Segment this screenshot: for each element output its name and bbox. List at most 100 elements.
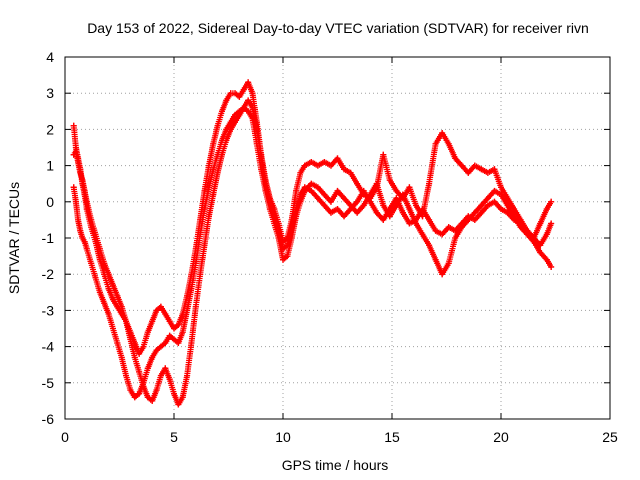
data-point bbox=[301, 184, 308, 191]
data-point bbox=[171, 325, 177, 332]
data-point bbox=[197, 231, 204, 238]
data-point bbox=[162, 339, 169, 346]
data-point bbox=[439, 271, 446, 278]
data-point bbox=[75, 158, 82, 165]
data-point bbox=[399, 191, 406, 198]
data-point bbox=[114, 292, 121, 299]
data-point bbox=[406, 184, 413, 191]
y-tick-label: -1 bbox=[42, 230, 55, 246]
data-point bbox=[162, 365, 169, 372]
data-point bbox=[334, 187, 341, 194]
data-point bbox=[275, 227, 282, 234]
series-layer bbox=[70, 79, 555, 408]
data-point bbox=[308, 187, 315, 194]
data-point bbox=[386, 206, 393, 213]
data-point bbox=[175, 401, 182, 408]
data-point bbox=[524, 227, 531, 234]
data-point bbox=[201, 206, 208, 213]
data-point bbox=[105, 285, 112, 292]
data-point bbox=[166, 332, 173, 339]
data-point bbox=[214, 122, 221, 129]
data-point bbox=[517, 220, 524, 227]
data-point bbox=[537, 220, 544, 227]
data-point bbox=[81, 238, 88, 245]
data-point bbox=[236, 111, 243, 118]
y-tick-label: -4 bbox=[42, 339, 55, 355]
data-point bbox=[393, 195, 400, 202]
data-point bbox=[258, 155, 265, 162]
y-axis-label: SDTVAR / TECUs bbox=[6, 182, 22, 294]
data-point bbox=[498, 206, 504, 213]
data-points-3 bbox=[70, 97, 555, 408]
data-point bbox=[426, 180, 433, 187]
data-point bbox=[327, 209, 334, 216]
data-point bbox=[406, 206, 413, 213]
data-point bbox=[127, 336, 134, 343]
data-point bbox=[205, 184, 212, 191]
data-point bbox=[83, 198, 90, 205]
data-point bbox=[218, 151, 225, 158]
data-point bbox=[118, 354, 125, 361]
y-tick-label: -5 bbox=[42, 375, 55, 391]
data-point bbox=[537, 249, 544, 256]
data-point bbox=[288, 224, 295, 231]
data-point bbox=[380, 202, 387, 209]
data-points-1 bbox=[70, 79, 555, 357]
data-point bbox=[471, 216, 478, 223]
data-point bbox=[262, 180, 269, 187]
data-point bbox=[205, 162, 212, 169]
data-point bbox=[175, 339, 182, 346]
data-point bbox=[471, 162, 478, 169]
data-point bbox=[386, 177, 393, 184]
data-point bbox=[157, 343, 164, 350]
data-point bbox=[314, 195, 321, 202]
data-point bbox=[347, 206, 354, 213]
data-point bbox=[297, 191, 304, 198]
data-point bbox=[245, 108, 252, 115]
data-point bbox=[136, 350, 143, 357]
data-point bbox=[334, 206, 341, 213]
data-point bbox=[127, 387, 134, 394]
data-point bbox=[314, 184, 321, 191]
data-point bbox=[465, 169, 472, 176]
data-point bbox=[123, 372, 130, 379]
data-point bbox=[380, 216, 387, 223]
data-point bbox=[406, 220, 413, 227]
data-point bbox=[478, 202, 485, 209]
axis-layer: 0 5 10 15 20 25 -6 -5 -4 -3 -2 -1 0 1 2 3 4 bbox=[42, 49, 618, 445]
data-point bbox=[498, 191, 504, 198]
data-point bbox=[88, 260, 95, 267]
x-axis-label: GPS time / hours bbox=[282, 457, 389, 473]
data-point bbox=[70, 184, 77, 191]
x-tick-label: 15 bbox=[384, 429, 400, 445]
data-point bbox=[114, 339, 121, 346]
data-point bbox=[192, 260, 199, 267]
data-point bbox=[240, 104, 247, 111]
data-point bbox=[373, 180, 380, 187]
data-point bbox=[72, 198, 79, 205]
data-point bbox=[92, 274, 99, 281]
data-point bbox=[166, 318, 173, 325]
data-point bbox=[70, 122, 77, 129]
data-point bbox=[236, 93, 243, 100]
data-point bbox=[157, 303, 164, 310]
data-point bbox=[321, 191, 328, 198]
chart-title: Day 153 of 2022, Sidereal Day-to-day VTE… bbox=[87, 20, 589, 36]
x-tick-label: 5 bbox=[170, 429, 178, 445]
data-point bbox=[214, 169, 221, 176]
data-point bbox=[321, 202, 328, 209]
data-point bbox=[308, 180, 315, 187]
data-point bbox=[83, 245, 90, 252]
x-tick-label: 25 bbox=[602, 429, 618, 445]
data-point bbox=[504, 202, 511, 209]
data-point bbox=[223, 97, 230, 104]
data-series-2 bbox=[70, 104, 555, 401]
y-tick-label: 4 bbox=[46, 49, 54, 65]
data-point bbox=[144, 365, 151, 372]
data-point bbox=[175, 321, 182, 328]
data-point bbox=[543, 256, 550, 263]
data-point bbox=[92, 231, 99, 238]
data-point bbox=[432, 227, 439, 234]
data-point bbox=[341, 166, 348, 173]
data-point bbox=[192, 303, 199, 310]
